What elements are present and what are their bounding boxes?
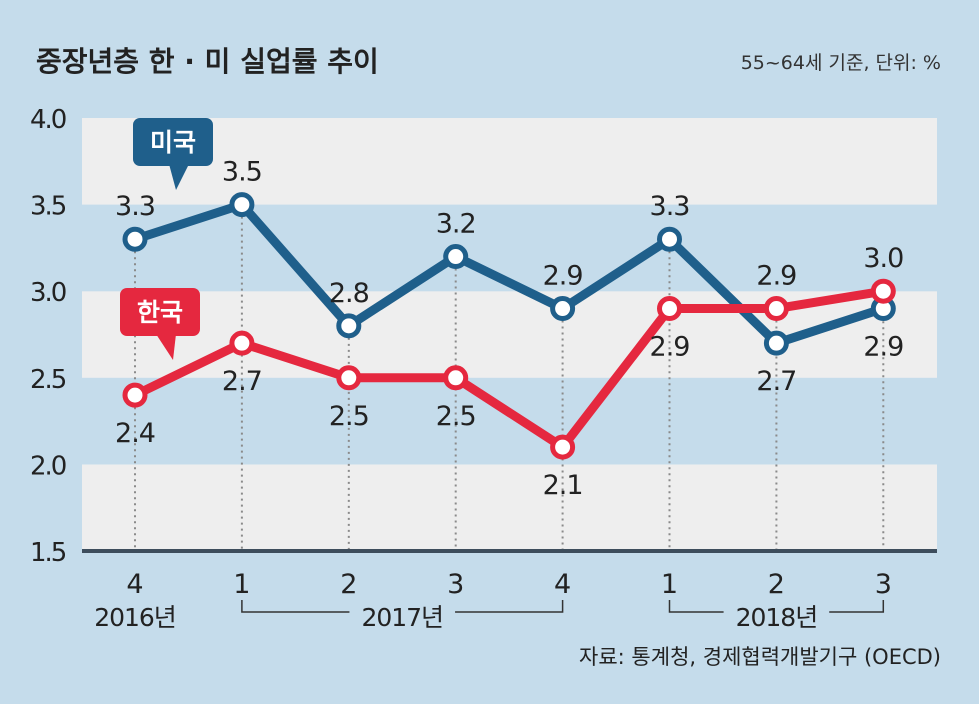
y-tick-label: 2.5	[30, 365, 66, 395]
data-label: 2.5	[436, 401, 476, 432]
data-label: 2.9	[863, 332, 903, 363]
data-point	[336, 313, 362, 339]
band	[82, 377, 937, 465]
year-group-label: 2017년	[361, 603, 443, 632]
data-point	[443, 365, 469, 391]
data-point	[229, 330, 255, 356]
legend-pointer	[156, 334, 176, 360]
y-tick-label: 1.5	[30, 538, 66, 568]
legend-box	[120, 288, 200, 336]
data-label: 3.2	[436, 209, 476, 240]
x-tick-label: 4	[126, 569, 143, 600]
band	[82, 464, 937, 551]
data-label: 2.9	[756, 261, 796, 292]
data-point	[550, 434, 576, 460]
data-label: 2.8	[329, 278, 369, 309]
data-point	[763, 296, 789, 322]
data-point	[443, 244, 469, 270]
data-label: 3.0	[863, 243, 903, 274]
x-tick-label: 1	[233, 569, 250, 600]
data-label: 2.1	[543, 470, 583, 501]
series-line	[130, 200, 888, 348]
data-label: 3.3	[650, 191, 690, 222]
year-bracket-left	[241, 600, 350, 613]
background-bands	[82, 118, 937, 551]
data-point	[550, 296, 576, 322]
series-layer: 3.3 3.5 2.8 3.2 2.9 3.3 2.7 2.9 2.4 2.7 2.5 2.5 2.1 2…	[115, 157, 904, 501]
year-group-label: 2016년	[94, 603, 176, 632]
x-axis-ticks: 4 1 2 3 4 1 2 3	[126, 569, 891, 600]
year-group-label: 2018년	[736, 603, 818, 632]
x-tick-label: 2	[768, 569, 785, 600]
year-groups: 2016년 2017년 2018년	[94, 600, 885, 632]
data-point	[122, 226, 148, 252]
year-bracket-right	[829, 600, 885, 613]
source-note: 자료: 통계청, 경제협력개발기구 (OECD)	[579, 645, 941, 669]
vertical-guides	[134, 204, 885, 551]
chart-subtitle: 55~64세 기준, 단위: %	[741, 52, 941, 74]
chart-title: 중장년층 한 · 미 실업률 추이	[36, 45, 379, 78]
legend-box	[133, 118, 213, 166]
legend-label: 미국	[150, 128, 196, 157]
data-label: 2.4	[115, 418, 155, 449]
data-point	[336, 365, 362, 391]
series-line	[130, 286, 888, 452]
data-point	[870, 278, 896, 304]
data-point	[657, 296, 682, 322]
band	[82, 204, 937, 292]
y-tick-label: 3.0	[30, 278, 66, 308]
data-label: 2.9	[650, 332, 690, 363]
data-label: 3.3	[115, 191, 155, 222]
data-label: 2.7	[756, 366, 796, 397]
legend-pointer	[169, 164, 189, 190]
data-point	[122, 382, 148, 408]
x-tick-label: 1	[661, 569, 678, 600]
legend-label: 한국	[137, 298, 183, 327]
data-point	[229, 192, 255, 218]
x-tick-label: 4	[554, 569, 571, 600]
y-tick-label: 3.5	[30, 192, 66, 222]
y-axis-ticks: 1.5 2.0 2.5 3.0 3.5 4.0	[30, 105, 68, 568]
year-bracket-right	[455, 600, 564, 613]
data-label: 3.5	[222, 157, 262, 188]
x-tick-label: 2	[340, 569, 357, 600]
x-tick-label: 3	[447, 569, 464, 600]
data-label: 2.7	[222, 366, 262, 397]
data-label: 2.9	[543, 261, 583, 292]
y-tick-label: 2.0	[30, 451, 66, 481]
data-label: 2.5	[329, 401, 369, 432]
data-point	[657, 226, 682, 252]
data-point	[763, 330, 789, 356]
year-bracket-left	[668, 600, 724, 613]
x-tick-label: 3	[875, 569, 892, 600]
y-tick-label: 4.0	[30, 105, 66, 135]
band	[82, 118, 937, 205]
